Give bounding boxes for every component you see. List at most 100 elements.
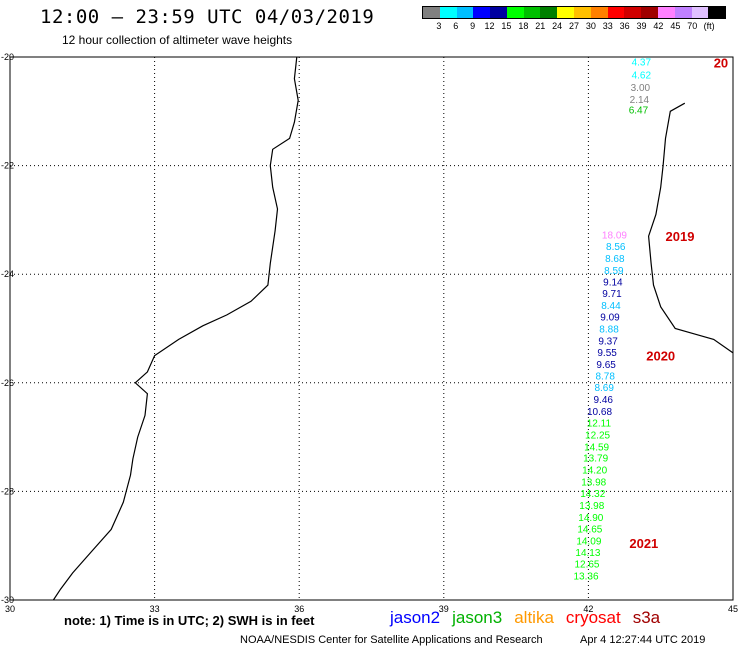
wave-height-value: 9.55 xyxy=(597,348,617,359)
legend-color-bar xyxy=(422,6,726,19)
legend-label: 18 xyxy=(518,21,529,31)
wave-height-value: 18.09 xyxy=(602,231,627,242)
wave-height-value: 8.68 xyxy=(605,254,625,265)
footer-note: note: 1) Time is in UTC; 2) SWH is in fe… xyxy=(64,613,315,628)
wave-height-value: 8.56 xyxy=(606,242,626,253)
legend-swatch xyxy=(423,7,440,18)
legend-swatch xyxy=(540,7,558,18)
legend-label: 70 xyxy=(687,21,698,31)
legend-swatch xyxy=(590,7,608,18)
wave-height-value: 8.59 xyxy=(604,266,624,277)
wave-height-value: 8.88 xyxy=(599,325,619,336)
map-subtitle: 12 hour collection of altimeter wave hei… xyxy=(62,33,293,47)
color-legend: 3 6 9 12 15 18 21 24 27 30 33 36 39 42 45 70 (ft) xyxy=(422,6,726,33)
year-label: 2021 xyxy=(629,536,658,551)
legend-swatch xyxy=(657,7,675,18)
legend-label: 21 xyxy=(535,21,546,31)
year-labels: 20 2019 2020 2021 xyxy=(629,55,728,551)
wave-height-value: 12.25 xyxy=(585,430,610,441)
legend-swatch xyxy=(641,7,658,18)
wave-height-value: 14.59 xyxy=(584,442,609,453)
legend-label: 45 xyxy=(670,21,681,31)
wave-height-value: 9.09 xyxy=(600,313,620,324)
year-label: 2020 xyxy=(646,349,675,364)
legend-swatch xyxy=(557,7,575,18)
year-label: 20 xyxy=(714,55,728,70)
satellite-name: altika xyxy=(514,608,554,627)
legend-label: 3 xyxy=(436,21,442,31)
map-frame xyxy=(9,56,734,601)
legend-swatch xyxy=(523,7,541,18)
coastline-madagascar xyxy=(647,102,734,354)
wave-height-value: 9.37 xyxy=(598,336,618,347)
lat-tick-label: -26 xyxy=(1,378,14,388)
wave-height-value: 8.44 xyxy=(601,301,621,312)
lon-tick-label: 33 xyxy=(150,604,160,614)
legend-label: (ft) xyxy=(703,21,715,31)
wave-height-value: 13.98 xyxy=(581,478,606,489)
wave-height-value: 14.20 xyxy=(582,466,607,477)
legend-swatch xyxy=(674,7,692,18)
wave-height-value: 9.14 xyxy=(603,277,623,288)
lon-tick-label: 45 xyxy=(728,604,738,614)
wave-height-value: 13.79 xyxy=(583,454,608,465)
legend-swatch xyxy=(506,7,524,18)
legend-swatch xyxy=(456,7,474,18)
satellite-name: jason3 xyxy=(452,608,503,627)
wave-height-value: 14.13 xyxy=(575,548,600,559)
legend-swatch xyxy=(574,7,591,18)
legend-swatch xyxy=(439,7,457,18)
lat-tick-label: -24 xyxy=(1,269,14,279)
legend-label: 33 xyxy=(602,21,613,31)
wave-height-value: 14.32 xyxy=(580,489,605,500)
lat-tick-label: -30 xyxy=(1,595,14,605)
lat-tick-label: -28 xyxy=(1,486,14,496)
wave-height-value: 10.68 xyxy=(587,407,612,418)
legend-label: 27 xyxy=(568,21,580,31)
axis-ticks: 30 33 36 39 42 45 -20 -22 -24 -26 -28 -30 xyxy=(1,52,738,614)
wave-height-value: 14.65 xyxy=(577,524,602,535)
credit-line: NOAA/NESDIS Center for Satellite Applica… xyxy=(240,634,543,646)
legend-label: 15 xyxy=(501,21,512,31)
wave-height-value: 12.11 xyxy=(587,418,612,429)
lon-tick-label: 39 xyxy=(439,604,449,614)
year-label: 2019 xyxy=(666,229,695,244)
legend-swatch xyxy=(691,7,709,18)
legend-label: 39 xyxy=(636,21,647,31)
wave-height-value: 12.65 xyxy=(574,560,599,571)
map-grid xyxy=(9,56,734,601)
legend-swatch xyxy=(473,7,491,18)
legend-label: 42 xyxy=(653,21,664,31)
legend-swatch xyxy=(708,7,726,18)
coastline-africa xyxy=(52,56,299,601)
wave-height-value: 14.90 xyxy=(578,513,603,524)
lon-tick-label: 36 xyxy=(294,604,304,614)
wave-height-value: 13.36 xyxy=(573,572,598,583)
legend-swatch xyxy=(490,7,507,18)
legend-label: 36 xyxy=(619,21,630,31)
wave-height-value: 13.98 xyxy=(579,501,604,512)
wave-height-value: 6.47 xyxy=(629,106,649,117)
legend-swatch xyxy=(607,7,625,18)
satellite-name: s3a xyxy=(632,608,661,627)
wave-height-value: 3.00 xyxy=(631,83,651,94)
map-title: 12:00 – 23:59 UTC 04/03/2019 xyxy=(40,6,375,28)
legend-swatch xyxy=(624,7,642,18)
wave-height-value: 4.62 xyxy=(632,70,652,81)
coastlines xyxy=(52,56,734,601)
generation-timestamp: Apr 4 12:27:44 UTC 2019 xyxy=(580,634,706,646)
legend-labels: 3 6 9 12 15 18 21 24 27 30 33 36 39 42 45 70 (ft) xyxy=(422,19,726,33)
satellite-name: jason2 xyxy=(390,608,441,627)
wave-height-value: 8.69 xyxy=(594,383,614,394)
wave-height-value: 8.78 xyxy=(595,372,615,383)
wave-height-value: 14.09 xyxy=(576,536,601,547)
wave-measurements: 4.37 4.62 3.002.146.47 18.098.568.688.599.1… xyxy=(573,57,651,582)
lon-tick-label: 42 xyxy=(583,604,593,614)
lat-tick-label: -22 xyxy=(1,161,14,171)
satellite-key: jason2 jason3 altika cryosat s3a xyxy=(390,608,672,628)
wave-height-value: 9.46 xyxy=(594,395,614,406)
legend-label: 6 xyxy=(453,21,459,31)
legend-label: 9 xyxy=(470,21,476,31)
wave-height-value: 4.37 xyxy=(632,57,652,68)
